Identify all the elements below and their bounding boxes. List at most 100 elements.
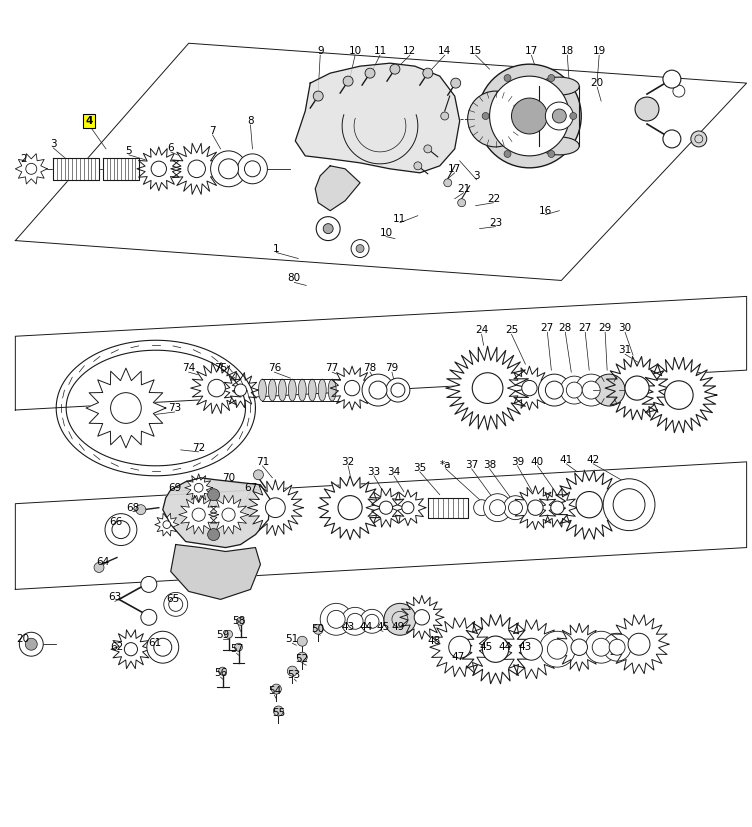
Text: 51: 51 xyxy=(286,634,299,644)
Text: 71: 71 xyxy=(256,457,269,466)
Text: 43: 43 xyxy=(341,622,355,633)
Text: 25: 25 xyxy=(505,325,518,335)
Circle shape xyxy=(635,97,659,121)
Polygon shape xyxy=(296,63,459,173)
Polygon shape xyxy=(609,614,669,674)
Circle shape xyxy=(265,498,285,518)
Polygon shape xyxy=(461,614,530,684)
Polygon shape xyxy=(137,147,180,191)
Circle shape xyxy=(237,617,244,625)
Text: 39: 39 xyxy=(511,457,524,466)
Circle shape xyxy=(238,154,268,184)
Polygon shape xyxy=(318,476,382,539)
Text: 79: 79 xyxy=(385,363,399,373)
Text: 6: 6 xyxy=(168,143,174,153)
Circle shape xyxy=(343,76,353,86)
Text: 9: 9 xyxy=(317,46,323,56)
Text: 65: 65 xyxy=(166,595,180,605)
Circle shape xyxy=(625,376,649,400)
Polygon shape xyxy=(247,480,303,536)
Circle shape xyxy=(365,68,375,78)
Text: 21: 21 xyxy=(457,184,470,194)
Circle shape xyxy=(253,470,263,480)
Circle shape xyxy=(365,614,379,629)
Polygon shape xyxy=(185,474,213,502)
Circle shape xyxy=(474,500,490,516)
Circle shape xyxy=(511,98,547,134)
Text: 45: 45 xyxy=(376,622,390,633)
Circle shape xyxy=(449,636,471,658)
Text: 27: 27 xyxy=(578,323,592,333)
Text: 49: 49 xyxy=(391,622,405,633)
Circle shape xyxy=(663,70,681,88)
Polygon shape xyxy=(555,624,603,672)
Text: 34: 34 xyxy=(387,466,401,477)
Text: 31: 31 xyxy=(618,345,632,356)
Circle shape xyxy=(317,217,340,241)
Text: 41: 41 xyxy=(559,455,573,465)
Circle shape xyxy=(390,65,400,74)
Text: 73: 73 xyxy=(168,403,181,413)
Circle shape xyxy=(585,631,617,663)
Polygon shape xyxy=(86,368,165,448)
Text: 54: 54 xyxy=(268,686,281,696)
Circle shape xyxy=(458,198,465,207)
Circle shape xyxy=(105,514,137,546)
Text: 3: 3 xyxy=(473,171,480,181)
Circle shape xyxy=(351,240,369,257)
Circle shape xyxy=(520,638,542,660)
Circle shape xyxy=(147,631,179,663)
Polygon shape xyxy=(223,373,259,408)
Polygon shape xyxy=(446,347,529,430)
Circle shape xyxy=(344,380,359,396)
Circle shape xyxy=(26,638,38,650)
Circle shape xyxy=(391,383,405,397)
Text: 10: 10 xyxy=(348,46,362,56)
Circle shape xyxy=(603,633,631,661)
Circle shape xyxy=(136,504,146,514)
Text: 32: 32 xyxy=(341,457,355,466)
Circle shape xyxy=(168,597,183,611)
Text: 11: 11 xyxy=(393,213,407,223)
Circle shape xyxy=(553,109,566,123)
Circle shape xyxy=(208,489,220,500)
Circle shape xyxy=(545,381,563,399)
Text: 2: 2 xyxy=(20,154,26,164)
Circle shape xyxy=(484,494,511,522)
Text: 56: 56 xyxy=(214,668,227,678)
Ellipse shape xyxy=(308,379,317,401)
Text: 52: 52 xyxy=(296,654,309,664)
Polygon shape xyxy=(554,471,624,539)
Polygon shape xyxy=(605,356,669,419)
Polygon shape xyxy=(390,490,426,526)
Circle shape xyxy=(164,592,188,616)
Circle shape xyxy=(362,374,394,406)
Circle shape xyxy=(402,502,414,514)
Circle shape xyxy=(225,630,232,638)
Circle shape xyxy=(380,501,393,514)
Circle shape xyxy=(20,633,43,656)
Circle shape xyxy=(235,643,242,651)
Circle shape xyxy=(691,131,707,147)
Circle shape xyxy=(482,112,489,119)
Circle shape xyxy=(628,633,650,655)
Circle shape xyxy=(111,393,141,423)
Text: 28: 28 xyxy=(559,323,572,333)
Text: 38: 38 xyxy=(483,460,496,470)
Circle shape xyxy=(297,653,308,662)
Text: 22: 22 xyxy=(487,194,500,203)
Text: 67: 67 xyxy=(244,483,257,493)
Text: 61: 61 xyxy=(148,638,162,648)
Circle shape xyxy=(522,380,537,396)
Polygon shape xyxy=(400,595,444,639)
Circle shape xyxy=(414,162,422,170)
Circle shape xyxy=(444,179,452,187)
Circle shape xyxy=(482,636,508,662)
Text: 12: 12 xyxy=(403,46,417,56)
Text: 19: 19 xyxy=(593,46,606,56)
Circle shape xyxy=(414,609,429,625)
Text: 50: 50 xyxy=(311,624,325,634)
Circle shape xyxy=(450,78,461,88)
Circle shape xyxy=(504,495,527,519)
Circle shape xyxy=(338,495,362,519)
